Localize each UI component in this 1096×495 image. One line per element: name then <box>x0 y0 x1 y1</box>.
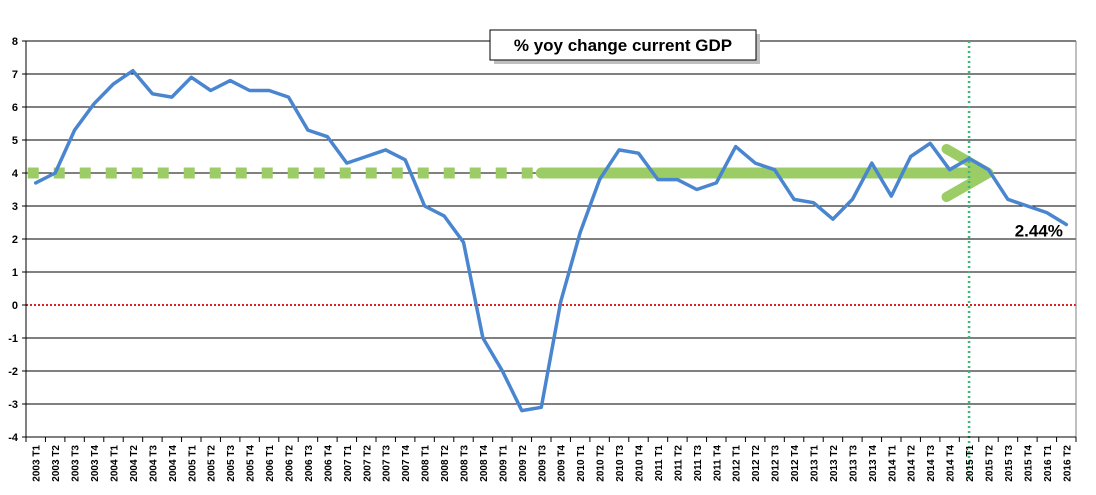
x-tick-label: 2013 T3 <box>848 445 859 482</box>
x-tick-label: 2005 T3 <box>226 445 237 482</box>
x-tick-label: 2013 T4 <box>868 445 879 482</box>
x-tick-label: 2009 T3 <box>537 445 548 482</box>
x-tick-label: 2003 T4 <box>90 445 101 482</box>
x-tick-label: 2011 T1 <box>654 445 665 482</box>
x-tick-label: 2014 T3 <box>926 445 937 482</box>
chart-title: % yoy change current GDP <box>514 36 732 55</box>
x-tick-label: 2012 T1 <box>732 445 743 482</box>
x-tick-label: 2006 T4 <box>323 445 334 482</box>
x-tick-label: 2005 T2 <box>207 445 218 482</box>
x-tick-label: 2003 T2 <box>51 445 62 482</box>
x-tick-label: 2004 T1 <box>110 445 121 482</box>
y-tick-label: 4 <box>12 168 19 180</box>
x-tick-label: 2007 T4 <box>401 445 412 482</box>
x-tick-label: 2004 T3 <box>148 445 159 482</box>
y-tick-label: -3 <box>8 399 18 411</box>
x-tick-label: 2003 T3 <box>71 445 82 482</box>
x-tick-label: 2007 T1 <box>343 445 354 482</box>
x-tick-label: 2008 T3 <box>460 445 471 482</box>
x-tick-label: 2013 T1 <box>810 445 821 482</box>
y-tick-label: -1 <box>8 333 18 345</box>
y-tick-label: -2 <box>8 366 18 378</box>
x-tick-label: 2012 T2 <box>751 445 762 482</box>
x-tick-label: 2007 T3 <box>382 445 393 482</box>
x-tick-label: 2012 T4 <box>790 445 801 482</box>
x-tick-label: 2015 T1 <box>965 445 976 482</box>
x-tick-label: 2008 T4 <box>479 445 490 482</box>
x-tick-label: 2008 T2 <box>440 445 451 482</box>
x-tick-label: 2008 T1 <box>421 445 432 482</box>
chart-title-box: % yoy change current GDP <box>489 29 760 64</box>
x-tick-labels: 2003 T1 2003 T2 2003 T3 2003 T4 2004 T1 2004 … <box>32 445 1074 482</box>
series-lines <box>33 68 1069 413</box>
y-tick-label: 6 <box>12 102 18 114</box>
x-tick-label: 2010 T3 <box>615 445 626 482</box>
grid-lines <box>26 40 1076 438</box>
x-tick-label: 2011 T2 <box>673 445 684 482</box>
x-tick-label: 2004 T2 <box>129 445 140 482</box>
last-value-annotation: 2.44% <box>1015 221 1063 240</box>
y-tick-label: -4 <box>8 432 19 444</box>
x-tick-label: 2009 T4 <box>557 445 568 482</box>
x-tick-label: 2006 T1 <box>265 445 276 482</box>
y-tick-labels: -4 -3 -2 -1 0 1 2 3 4 5 6 7 8 <box>8 36 19 444</box>
x-tick-label: 2012 T3 <box>771 445 782 482</box>
x-tick-label: 2006 T3 <box>304 445 315 482</box>
x-tick-label: 2014 T1 <box>887 445 898 482</box>
x-tick-label: 2005 T1 <box>187 445 198 482</box>
x-tick-label: 2007 T2 <box>362 445 373 482</box>
x-tick-label: 2010 T1 <box>576 445 587 482</box>
y-tick-label: 8 <box>12 36 18 48</box>
x-tick-label: 2005 T4 <box>246 445 257 482</box>
x-tick-label: 2011 T4 <box>712 445 723 482</box>
x-tick-label: 2006 T2 <box>285 445 296 482</box>
x-tick-label: 2004 T4 <box>168 445 179 482</box>
x-tick-label: 2014 T4 <box>946 445 957 482</box>
trend-arrow <box>27 144 994 202</box>
x-tick-label: 2015 T2 <box>985 445 996 482</box>
gdp-series-line <box>33 68 1069 413</box>
x-tick-label: 2010 T4 <box>635 445 646 482</box>
x-tick-label: 2009 T1 <box>498 445 509 482</box>
y-tick-label: 5 <box>12 135 18 147</box>
y-tick-label: 3 <box>12 201 18 213</box>
x-tick-label: 2010 T2 <box>596 445 607 482</box>
y-tick-label: 7 <box>12 69 18 81</box>
x-tick-label: 2003 T1 <box>32 445 43 482</box>
x-tick-label: 2016 T1 <box>1043 445 1054 482</box>
trend-arrowhead <box>941 144 994 202</box>
y-tick-label: 2 <box>12 234 18 246</box>
x-tick-label: 2011 T3 <box>693 445 704 482</box>
x-tick-label: 2015 T4 <box>1023 445 1034 482</box>
x-tick-label: 2013 T2 <box>829 445 840 482</box>
x-tick-label: 2016 T2 <box>1062 445 1073 482</box>
x-tick-label: 2014 T2 <box>907 445 918 482</box>
y-tick-label: 0 <box>12 300 18 312</box>
x-tick-label: 2015 T3 <box>1004 445 1015 482</box>
x-tick-label: 2009 T2 <box>518 445 529 482</box>
axes <box>22 40 1077 442</box>
reference-lines <box>26 41 1076 480</box>
y-tick-label: 1 <box>12 267 18 279</box>
